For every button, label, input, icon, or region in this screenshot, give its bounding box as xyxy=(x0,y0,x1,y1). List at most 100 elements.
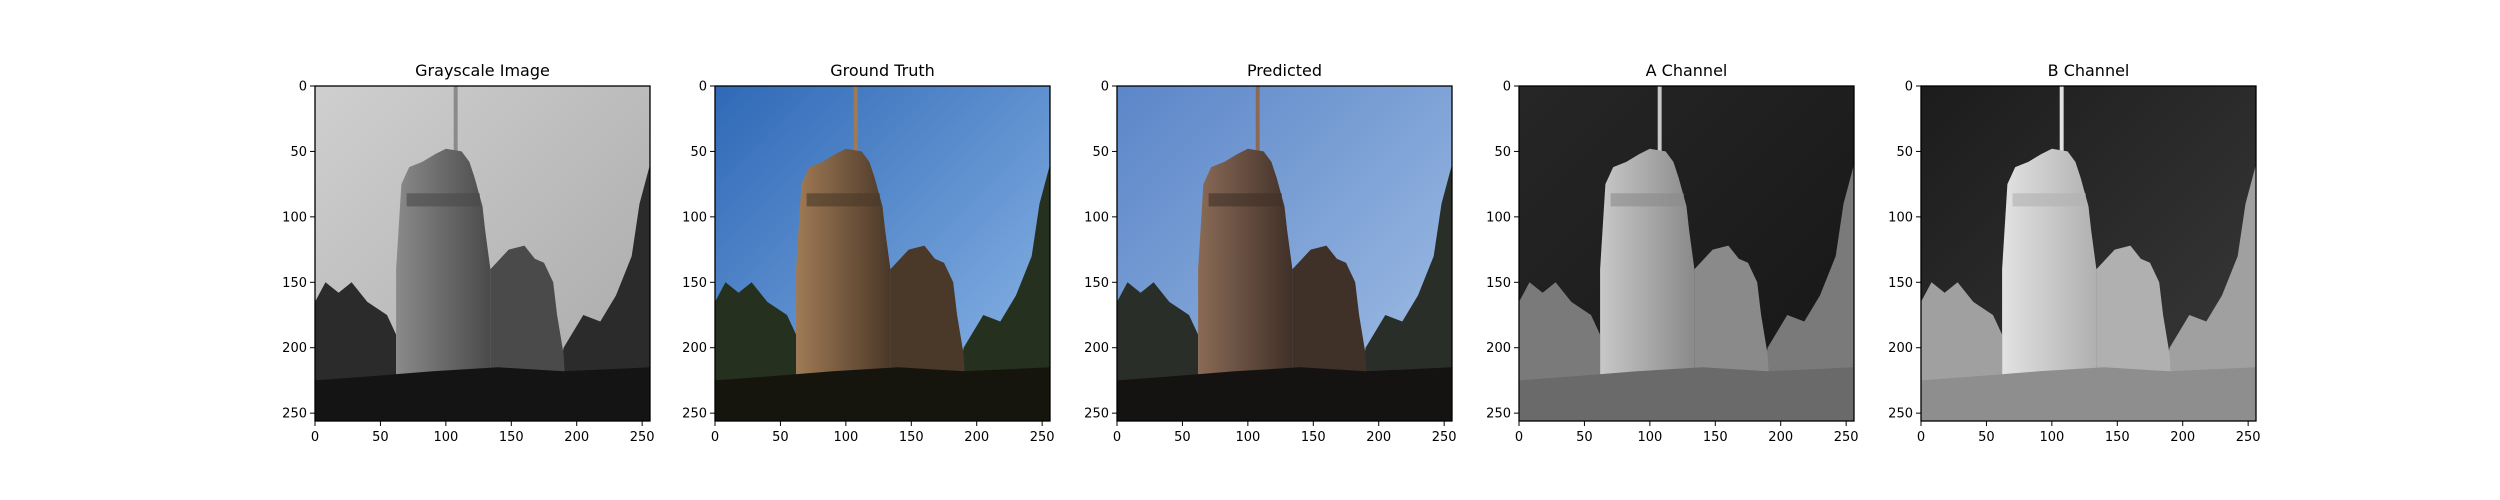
y-tick-label: 150 xyxy=(1486,276,1511,291)
axes-frame xyxy=(314,85,651,422)
x-tick-label: 150 xyxy=(899,430,924,445)
spire xyxy=(2059,86,2064,155)
trees-right xyxy=(2156,164,2256,421)
castle-tower xyxy=(1600,148,1695,401)
x-tick-label: 250 xyxy=(1432,430,1457,445)
x-tick-label: 50 xyxy=(1174,430,1191,445)
subplot-1: Grayscale Image 0 50 100 150 200 250 0 50 100 150 2… xyxy=(282,61,654,445)
y-tick-label: 250 xyxy=(1486,407,1511,422)
castle-wing xyxy=(1694,245,1771,401)
trees-right xyxy=(550,164,650,421)
y-tick-label: 200 xyxy=(1486,341,1511,356)
y-tick-label: 0 xyxy=(1503,80,1511,95)
x-tick-label: 100 xyxy=(833,430,858,445)
x-tick-label: 150 xyxy=(2105,430,2130,445)
image-content xyxy=(315,86,650,421)
trees-right xyxy=(950,164,1050,421)
x-tick-label: 100 xyxy=(2039,430,2064,445)
x-tick-label: 150 xyxy=(1703,430,1728,445)
ground xyxy=(1117,367,1452,421)
axes-frame xyxy=(1116,85,1453,422)
y-tick-label: 200 xyxy=(682,341,707,356)
battlement xyxy=(2012,193,2086,207)
y-tick-label: 250 xyxy=(682,407,707,422)
x-tick-label: 0 xyxy=(311,430,319,445)
castle-tower xyxy=(396,148,491,401)
y-tick-label: 200 xyxy=(1084,341,1109,356)
x-tick-label: 50 xyxy=(1576,430,1593,445)
x-tick-label: 200 xyxy=(2170,430,2195,445)
x-tick-label: 250 xyxy=(630,430,655,445)
ground xyxy=(715,367,1050,421)
subplot-title: A Channel xyxy=(1646,61,1728,80)
x-tick-label: 200 xyxy=(1366,430,1391,445)
y-tick-label: 0 xyxy=(699,80,707,95)
x-tick-label: 100 xyxy=(433,430,458,445)
x-tick-label: 200 xyxy=(564,430,589,445)
subplot-3: Predicted 0 50 100 150 200 250 0 50 100 150 200 250 xyxy=(1084,61,1456,445)
trees-right xyxy=(1754,164,1854,421)
y-tick-label: 150 xyxy=(682,276,707,291)
y-tick-label: 100 xyxy=(682,210,707,225)
castle-wing xyxy=(890,245,967,401)
image-content xyxy=(715,86,1050,421)
y-tick-label: 150 xyxy=(282,276,307,291)
subplot-title: Predicted xyxy=(1247,61,1322,80)
x-tick-label: 0 xyxy=(1917,430,1925,445)
x-tick-label: 100 xyxy=(1637,430,1662,445)
trees-right xyxy=(1352,164,1452,421)
y-tick-label: 200 xyxy=(282,341,307,356)
x-tick-label: 250 xyxy=(1834,430,1859,445)
y-tick-label: 150 xyxy=(1888,276,1913,291)
castle-tower xyxy=(2002,148,2097,401)
subplot-title: Grayscale Image xyxy=(415,61,550,80)
y-tick-label: 250 xyxy=(1888,407,1913,422)
x-tick-label: 50 xyxy=(1978,430,1995,445)
x-tick-label: 0 xyxy=(711,430,719,445)
castle-tower xyxy=(1198,148,1293,401)
y-tick-label: 250 xyxy=(1084,407,1109,422)
y-tick-label: 0 xyxy=(1905,80,1913,95)
y-tick-label: 100 xyxy=(282,210,307,225)
x-tick-label: 100 xyxy=(1235,430,1260,445)
x-tick-label: 200 xyxy=(1768,430,1793,445)
y-tick-label: 150 xyxy=(1084,276,1109,291)
spire xyxy=(1657,86,1662,155)
y-tick-label: 100 xyxy=(1084,210,1109,225)
battlement xyxy=(1208,193,1282,207)
y-tick-label: 100 xyxy=(1486,210,1511,225)
ground xyxy=(1921,367,2256,421)
castle-wing xyxy=(1292,245,1369,401)
spire xyxy=(1255,86,1260,155)
spire xyxy=(853,86,858,155)
y-tick-label: 50 xyxy=(1092,145,1109,160)
subplot-2: Ground Truth 0 50 100 150 200 250 0 50 100 150 200 2… xyxy=(682,61,1054,445)
axes-frame xyxy=(1920,85,2257,422)
castle-tower xyxy=(796,148,891,401)
axes-frame xyxy=(714,85,1051,422)
ground xyxy=(315,367,650,421)
y-tick-label: 50 xyxy=(1494,145,1511,160)
subplot-title: B Channel xyxy=(2048,61,2130,80)
image-content xyxy=(1117,86,1452,421)
image-content xyxy=(1921,86,2256,421)
subplot-4: A Channel 0 50 100 150 200 250 0 50 100 150 200 250 xyxy=(1486,61,1858,445)
spire xyxy=(453,86,458,155)
battlement xyxy=(406,193,480,207)
x-tick-label: 50 xyxy=(772,430,789,445)
battlement xyxy=(1610,193,1684,207)
castle-wing xyxy=(490,245,567,401)
axes-frame xyxy=(1518,85,1855,422)
x-tick-label: 0 xyxy=(1515,430,1523,445)
x-tick-label: 200 xyxy=(964,430,989,445)
image-content xyxy=(1519,86,1854,421)
x-tick-label: 150 xyxy=(1301,430,1326,445)
y-tick-label: 50 xyxy=(1896,145,1913,160)
x-tick-label: 0 xyxy=(1113,430,1121,445)
battlement xyxy=(806,193,880,207)
y-tick-label: 200 xyxy=(1888,341,1913,356)
y-tick-label: 50 xyxy=(690,145,707,160)
x-tick-label: 250 xyxy=(1030,430,1055,445)
y-tick-label: 250 xyxy=(282,407,307,422)
